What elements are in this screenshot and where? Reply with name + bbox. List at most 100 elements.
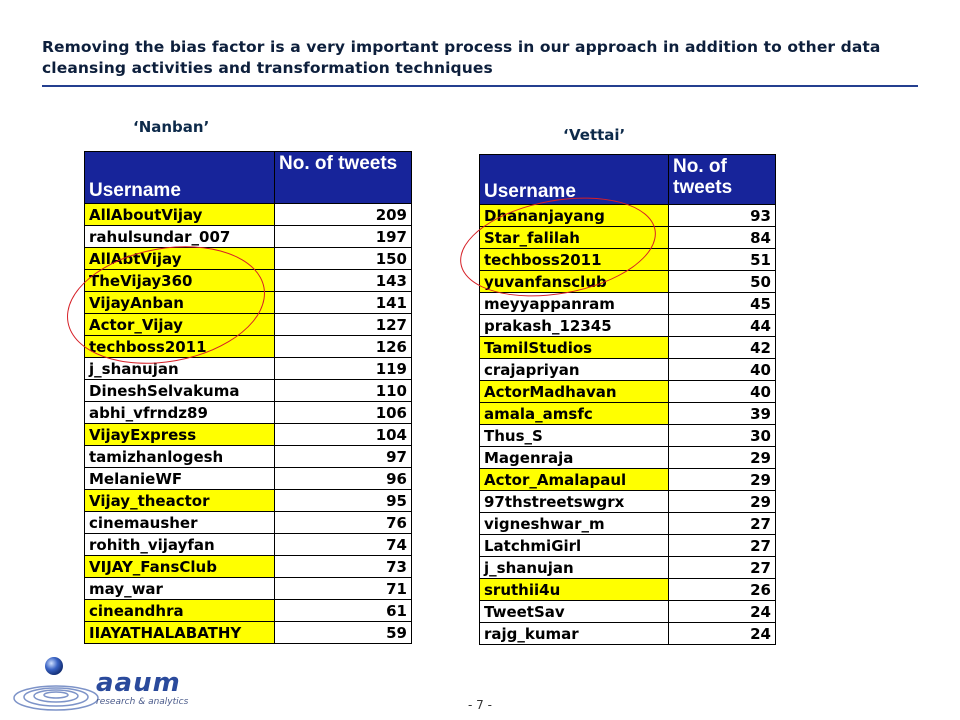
- tweet-count-cell: 51: [668, 248, 776, 271]
- username-cell: rahulsundar_007: [84, 225, 275, 248]
- tweet-count-cell: 96: [274, 467, 412, 490]
- username-cell: may_war: [84, 577, 275, 600]
- vettai-caption: ‘Vettai’: [563, 126, 626, 144]
- username-cell: j_shanujan: [479, 556, 669, 579]
- table-row: Thus_S 30: [479, 424, 776, 447]
- username-cell: abhi_vfrndz89: [84, 401, 275, 424]
- table-row: cineandhra 61: [84, 599, 412, 622]
- table-row: techboss2011 51: [479, 248, 776, 271]
- username-cell: TheVijay360: [84, 269, 275, 292]
- tweet-count-cell: 30: [668, 424, 776, 447]
- tweet-count-cell: 76: [274, 511, 412, 534]
- username-cell: meyyappanram: [479, 292, 669, 315]
- tweet-count-cell: 42: [668, 336, 776, 359]
- table-row: MelanieWF 96: [84, 467, 412, 490]
- tweet-count-cell: 27: [668, 556, 776, 579]
- tweet-count-cell: 24: [668, 600, 776, 623]
- username-cell: AllAbtVijay: [84, 247, 275, 270]
- tweet-count-cell: 71: [274, 577, 412, 600]
- logo-wordmark: aaum: [96, 668, 181, 698]
- tweet-count-cell: 27: [668, 512, 776, 535]
- username-cell: Actor_Amalapaul: [479, 468, 669, 491]
- username-cell: techboss2011: [84, 335, 275, 358]
- tweet-count-cell: 24: [668, 622, 776, 645]
- tweet-count-cell: 74: [274, 533, 412, 556]
- tweet-count-cell: 95: [274, 489, 412, 512]
- table-row: AllAbtVijay 150: [84, 247, 412, 270]
- username-cell: MelanieWF: [84, 467, 275, 490]
- table-row: may_war 71: [84, 577, 412, 600]
- table-row: IIAYATHALABATHY 59: [84, 621, 412, 644]
- username-cell: sruthii4u: [479, 578, 669, 601]
- username-cell: 97thstreetswgrx: [479, 490, 669, 513]
- tweet-count-cell: 40: [668, 380, 776, 403]
- table-row: 97thstreetswgrx 29: [479, 490, 776, 513]
- nanban-username-header: Username: [84, 151, 275, 204]
- table-row: tamizhanlogesh 97: [84, 445, 412, 468]
- tweet-count-cell: 39: [668, 402, 776, 425]
- nanban-caption: ‘Nanban’: [133, 118, 210, 136]
- tweet-count-cell: 97: [274, 445, 412, 468]
- table-row: DineshSelvakuma 110: [84, 379, 412, 402]
- table-row: sruthii4u 26: [479, 578, 776, 601]
- vettai-username-header: Username: [479, 154, 669, 205]
- tweet-count-cell: 209: [274, 203, 412, 226]
- title-divider: [42, 85, 918, 87]
- table-row: vigneshwar_m 27: [479, 512, 776, 535]
- tweet-count-cell: 119: [274, 357, 412, 380]
- aaum-logo-icon: [13, 657, 99, 711]
- slide-title: Removing the bias factor is a very impor…: [42, 38, 881, 77]
- tweet-count-cell: 143: [274, 269, 412, 292]
- username-cell: amala_amsfc: [479, 402, 669, 425]
- username-cell: vigneshwar_m: [479, 512, 669, 535]
- nanban-header-row: Username No. of tweets: [84, 151, 412, 204]
- tweet-count-cell: 84: [668, 226, 776, 249]
- tweet-count-cell: 40: [668, 358, 776, 381]
- tweet-count-cell: 61: [274, 599, 412, 622]
- username-cell: crajapriyan: [479, 358, 669, 381]
- username-cell: prakash_12345: [479, 314, 669, 337]
- tweet-count-cell: 126: [274, 335, 412, 358]
- table-row: j_shanujan 27: [479, 556, 776, 579]
- table-row: VIJAY_FansClub 73: [84, 555, 412, 578]
- table-row: Actor_Amalapaul 29: [479, 468, 776, 491]
- username-cell: Thus_S: [479, 424, 669, 447]
- table-row: VijayAnban 141: [84, 291, 412, 314]
- tweet-count-cell: 26: [668, 578, 776, 601]
- vettai-tweets-header: No. of tweets: [668, 154, 776, 205]
- tweet-count-cell: 104: [274, 423, 412, 446]
- username-cell: rajg_kumar: [479, 622, 669, 645]
- table-row: rahulsundar_007 197: [84, 225, 412, 248]
- table-row: Vijay_theactor 95: [84, 489, 412, 512]
- username-cell: DineshSelvakuma: [84, 379, 275, 402]
- nanban-table-body: AllAboutVijay 209 rahulsundar_007 197 AllAbt…: [84, 203, 412, 644]
- username-cell: Vijay_theactor: [84, 489, 275, 512]
- username-cell: cinemausher: [84, 511, 275, 534]
- username-cell: VijayExpress: [84, 423, 275, 446]
- table-row: LatchmiGirl 27: [479, 534, 776, 557]
- username-cell: tamizhanlogesh: [84, 445, 275, 468]
- table-row: rohith_vijayfan 74: [84, 533, 412, 556]
- username-cell: VijayAnban: [84, 291, 275, 314]
- username-cell: LatchmiGirl: [479, 534, 669, 557]
- table-row: TweetSav 24: [479, 600, 776, 623]
- tweet-count-cell: 29: [668, 490, 776, 513]
- tweet-count-cell: 27: [668, 534, 776, 557]
- table-row: abhi_vfrndz89 106: [84, 401, 412, 424]
- nanban-tweets-header: No. of tweets: [274, 151, 412, 204]
- table-row: Dhananjayang 93: [479, 204, 776, 227]
- vettai-table-body: Dhananjayang 93 Star_falilah 84 techboss2011…: [479, 204, 776, 645]
- tweet-count-cell: 29: [668, 446, 776, 469]
- tweet-count-cell: 106: [274, 401, 412, 424]
- tweet-count-cell: 44: [668, 314, 776, 337]
- table-row: rajg_kumar 24: [479, 622, 776, 645]
- tweet-count-cell: 127: [274, 313, 412, 336]
- logo-tagline: research & analytics: [96, 697, 189, 707]
- username-cell: VIJAY_FansClub: [84, 555, 275, 578]
- username-cell: TamilStudios: [479, 336, 669, 359]
- tweet-count-cell: 197: [274, 225, 412, 248]
- page-number: - 7 -: [468, 698, 492, 712]
- username-cell: rohith_vijayfan: [84, 533, 275, 556]
- table-row: yuvanfansclub 50: [479, 270, 776, 293]
- tweet-count-cell: 29: [668, 468, 776, 491]
